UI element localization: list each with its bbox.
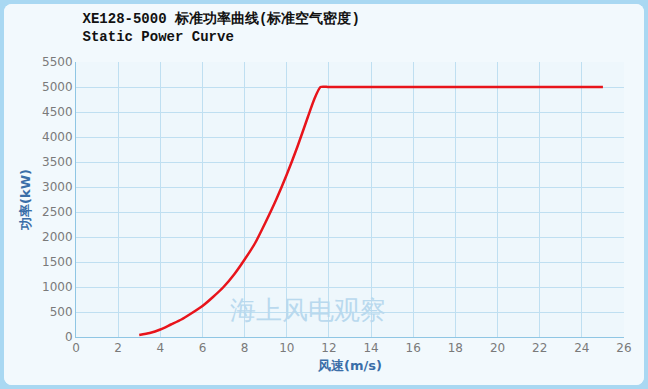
svg-text:5500: 5500 (42, 55, 73, 69)
svg-text:8: 8 (241, 341, 249, 355)
svg-text:0: 0 (72, 341, 80, 355)
svg-text:XE128-5000 标准功率曲线(标准空气密度)Stati: XE128-5000 标准功率曲线(标准空气密度)Static Power Cu… (83, 10, 360, 45)
svg-text:海上风电观察: 海上风电观察 (230, 295, 386, 325)
svg-text:20: 20 (490, 341, 505, 355)
svg-text:10: 10 (279, 341, 294, 355)
svg-text:2500: 2500 (42, 205, 73, 219)
svg-text:1000: 1000 (42, 280, 73, 294)
svg-text:6: 6 (199, 341, 207, 355)
svg-text:24: 24 (574, 341, 589, 355)
svg-text:2000: 2000 (42, 230, 73, 244)
svg-text:26: 26 (616, 341, 631, 355)
svg-text:4000: 4000 (42, 130, 73, 144)
svg-text:0: 0 (65, 330, 73, 344)
svg-text:3500: 3500 (42, 155, 73, 169)
svg-text:4: 4 (156, 341, 164, 355)
svg-text:风速(m/s): 风速(m/s) (317, 358, 382, 373)
svg-text:1500: 1500 (42, 255, 73, 269)
svg-text:500: 500 (50, 305, 73, 319)
svg-text:功率(kW): 功率(kW) (18, 169, 33, 231)
svg-text:16: 16 (406, 341, 421, 355)
svg-text:14: 14 (363, 341, 378, 355)
svg-text:12: 12 (321, 341, 336, 355)
svg-text:4500: 4500 (42, 105, 73, 119)
svg-text:3000: 3000 (42, 180, 73, 194)
svg-text:2: 2 (114, 341, 122, 355)
svg-text:22: 22 (532, 341, 547, 355)
svg-text:5000: 5000 (42, 80, 73, 94)
svg-text:18: 18 (448, 341, 463, 355)
